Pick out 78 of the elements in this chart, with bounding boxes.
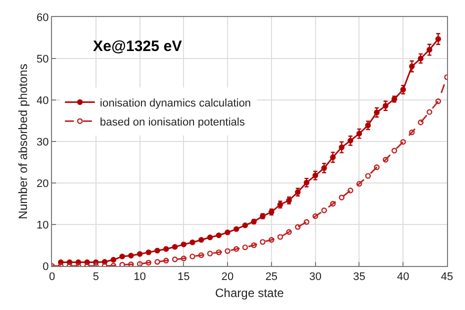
point [374, 164, 380, 170]
point [418, 120, 424, 126]
y-tick-label: 50 [36, 53, 49, 66]
x-tick-label: 15 [178, 271, 190, 284]
point [216, 232, 222, 238]
point [251, 242, 257, 248]
y-tick-label: 30 [36, 136, 49, 148]
point [224, 248, 230, 254]
point [435, 98, 442, 104]
point [321, 165, 327, 171]
point [391, 148, 398, 154]
x-tick-label: 5 [92, 271, 99, 284]
x-tick-label: 35 [353, 271, 366, 284]
point [330, 200, 336, 207]
point [348, 188, 354, 194]
point [216, 249, 222, 256]
point [374, 110, 380, 116]
point [356, 130, 362, 136]
point [242, 244, 248, 250]
y-tick-label: 60 [36, 12, 49, 24]
x-tick-label: 10 [134, 271, 146, 284]
point [233, 246, 240, 252]
point [190, 240, 196, 246]
point [198, 237, 204, 243]
point [136, 261, 143, 266]
point [312, 213, 318, 220]
point [207, 234, 213, 240]
x-tick-label: 40 [396, 271, 410, 284]
point [294, 224, 301, 230]
point [242, 222, 248, 228]
point [409, 130, 415, 136]
y-tick-label: 40 [36, 94, 49, 107]
point [304, 219, 310, 225]
point [102, 259, 108, 265]
x-tick-label: 20 [221, 271, 234, 284]
point [435, 36, 442, 42]
point [163, 258, 169, 264]
point [409, 64, 415, 70]
y-tick-label: 0 [42, 260, 49, 273]
point [338, 194, 345, 200]
point [268, 237, 274, 243]
point [146, 249, 152, 256]
point [198, 252, 204, 258]
point [180, 256, 187, 262]
point [110, 256, 116, 263]
point [365, 173, 371, 179]
point [382, 156, 388, 163]
x-tick-label: 25 [265, 271, 278, 284]
point [277, 234, 284, 240]
y-tick-label: 20 [36, 178, 49, 190]
point [338, 144, 345, 150]
point [128, 252, 134, 258]
point [426, 109, 432, 115]
y-tick-label: 10 [36, 219, 49, 232]
point [400, 139, 406, 145]
x-tick-label: 30 [309, 271, 322, 284]
point [260, 239, 266, 245]
point [172, 244, 178, 250]
legend-label: based on ionisation potentials [100, 116, 246, 128]
point [321, 208, 327, 214]
point [146, 260, 152, 266]
point [172, 256, 178, 262]
x-tick-label: 45 [440, 271, 454, 284]
text: Xe@1325 eV [93, 38, 182, 55]
point [418, 56, 424, 62]
legend-label: ionisation dynamics calculation [100, 97, 251, 110]
point [286, 229, 292, 235]
point [207, 250, 213, 256]
point [426, 46, 432, 53]
point [356, 180, 362, 187]
x-axis-title: Charge state [215, 286, 284, 300]
point [224, 230, 230, 236]
point [154, 248, 160, 254]
point [128, 261, 134, 266]
point [154, 259, 160, 265]
y-axis-title: Number of absorbed photons [16, 64, 30, 220]
point [330, 154, 336, 160]
point [190, 254, 196, 260]
